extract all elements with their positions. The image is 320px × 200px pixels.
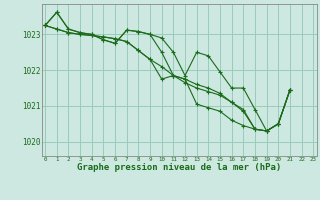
X-axis label: Graphe pression niveau de la mer (hPa): Graphe pression niveau de la mer (hPa) (77, 163, 281, 172)
